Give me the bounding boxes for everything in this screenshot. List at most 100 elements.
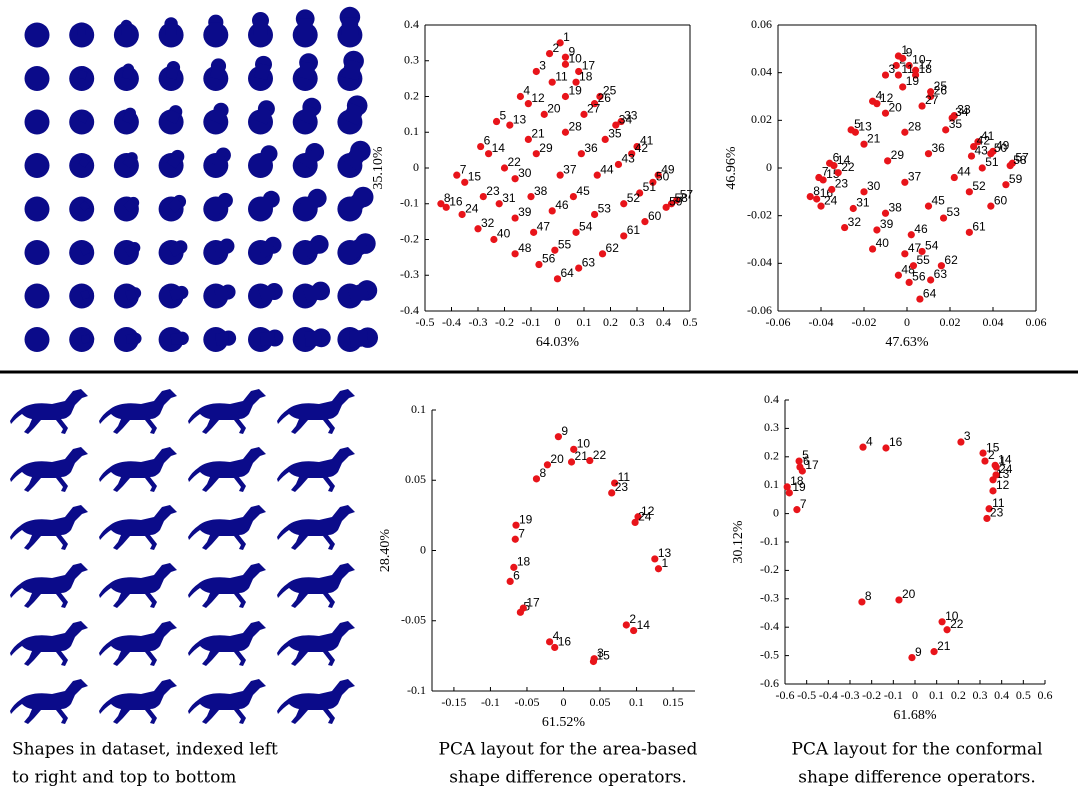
- point: [991, 461, 999, 469]
- point: [793, 506, 801, 514]
- shape-neck: [299, 147, 321, 170]
- point: [817, 202, 825, 210]
- point: [858, 598, 866, 606]
- point-label: 40: [876, 236, 890, 250]
- point-label: 22: [841, 160, 855, 174]
- point-label: 3: [964, 429, 971, 443]
- horse: [277, 563, 355, 608]
- point-label: 3: [597, 646, 604, 660]
- point-label: 2: [553, 41, 560, 55]
- point: [930, 648, 938, 656]
- y-tick-label: -0.3: [400, 267, 419, 281]
- shape-neck: [254, 149, 275, 170]
- y-tick-label: 0: [420, 542, 426, 556]
- point: [987, 150, 995, 158]
- point: [524, 135, 532, 143]
- point-label: 28: [908, 119, 922, 133]
- y-tick-label: 0.04: [751, 64, 772, 78]
- x-tick-label: -0.4: [442, 315, 461, 329]
- shape-neck: [166, 109, 181, 125]
- y-axis-label: 35.10%: [371, 146, 386, 190]
- point-label: 27: [587, 102, 601, 116]
- point: [437, 200, 445, 208]
- point: [651, 555, 659, 563]
- point-label: 20: [547, 102, 561, 116]
- point-label: 37: [908, 169, 922, 183]
- y-tick-label: 0.2: [404, 88, 419, 102]
- shape-grid: [24, 6, 379, 352]
- point: [570, 445, 578, 453]
- point-label: 2: [988, 448, 995, 462]
- point-label: 12: [996, 478, 1010, 492]
- y-tick-label: -0.6: [760, 676, 779, 690]
- point: [532, 475, 541, 483]
- point-label: 11: [618, 470, 631, 484]
- caption: Shapes in dataset, indexed left: [12, 740, 278, 760]
- y-tick-label: -0.2: [760, 562, 779, 576]
- y-tick-label: 0.4: [764, 392, 779, 406]
- point: [965, 188, 973, 196]
- point: [479, 193, 487, 201]
- shape-neck: [213, 286, 230, 302]
- point: [937, 262, 946, 270]
- point-label: 54: [925, 239, 939, 253]
- point-label: 47: [908, 241, 922, 255]
- point-label: 30: [518, 166, 532, 180]
- point-label: 21: [531, 127, 545, 141]
- point: [495, 200, 503, 208]
- horse: [277, 505, 355, 550]
- point-label: 8: [539, 466, 546, 480]
- shape-neck: [78, 113, 89, 124]
- point-label: 63: [934, 267, 948, 281]
- shape-neck: [297, 61, 316, 81]
- point-label: 18: [790, 474, 804, 488]
- shape-neck: [302, 283, 323, 304]
- shape-neck: [165, 66, 179, 80]
- point: [892, 61, 900, 70]
- point-label: 57: [680, 187, 694, 201]
- point-label: 21: [575, 449, 589, 463]
- point: [553, 275, 562, 283]
- point-label: 23: [990, 506, 1004, 520]
- point: [556, 171, 564, 179]
- point-label: 61: [627, 223, 641, 237]
- shape-neck: [254, 105, 273, 125]
- point: [631, 518, 639, 527]
- point-label: 53: [947, 205, 961, 219]
- point: [901, 178, 909, 186]
- shape-neck: [168, 242, 184, 258]
- point: [512, 521, 520, 529]
- point: [884, 157, 892, 165]
- point-label: 45: [932, 193, 946, 207]
- y-axis-label: 30.12%: [731, 520, 746, 564]
- point-label: 26: [598, 91, 612, 105]
- horse: [99, 389, 177, 434]
- point: [548, 207, 556, 215]
- y-tick-label: 0.3: [404, 53, 419, 67]
- point: [916, 295, 924, 303]
- x-tick-label: 0.3: [973, 688, 988, 702]
- point: [881, 209, 890, 217]
- shape-neck: [79, 245, 91, 256]
- point-label: 7: [460, 162, 467, 176]
- shape-neck: [122, 155, 136, 169]
- point-label: 59: [1009, 172, 1023, 186]
- point-label: 62: [944, 253, 958, 267]
- x-tick-label: 0.6: [1038, 688, 1053, 702]
- y-tick-label: 0.1: [411, 402, 426, 416]
- shape-neck: [122, 111, 135, 124]
- point-label: 25: [603, 84, 617, 98]
- point-label: 10: [577, 437, 591, 451]
- shape-neck: [344, 190, 369, 216]
- horse: [10, 389, 88, 434]
- point-label: 7: [822, 165, 829, 179]
- x-tick-label: 0.05: [590, 695, 611, 709]
- point-label: 3: [539, 59, 546, 73]
- point: [611, 479, 619, 487]
- point: [895, 596, 903, 604]
- point-label: 8: [865, 589, 872, 603]
- shape-neck: [167, 197, 183, 213]
- point-label: 33: [624, 109, 638, 123]
- point-label: 52: [972, 179, 986, 193]
